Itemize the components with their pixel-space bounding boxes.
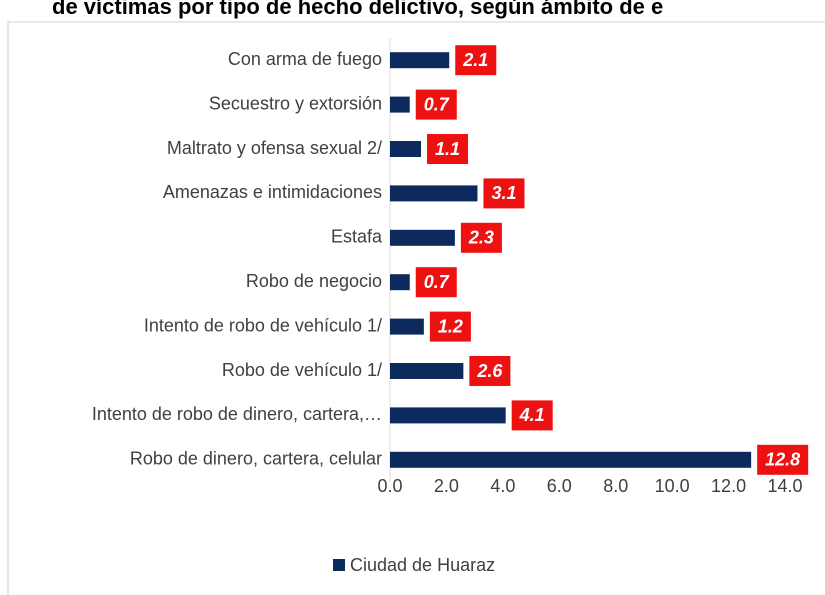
data-label-box [429, 311, 471, 342]
data-label: 1.1 [435, 139, 460, 159]
data-label-box [483, 178, 525, 209]
x-tick-label: 10.0 [655, 476, 690, 496]
data-label: 12.8 [765, 450, 800, 470]
y-tick-label: Secuestro y extorsión [209, 93, 382, 113]
data-label: 0.7 [424, 272, 450, 292]
data-label: 2.6 [476, 361, 503, 381]
y-tick-label: Amenazas e intimidaciones [163, 182, 382, 202]
data-label: 1.2 [438, 316, 463, 336]
y-tick-label: Robo de dinero, cartera, celular [130, 449, 382, 469]
bar [390, 229, 455, 246]
data-label-box [460, 222, 502, 253]
data-label-box [511, 400, 553, 431]
bar [390, 96, 410, 113]
x-tick-label: 12.0 [711, 476, 746, 496]
data-label-box [469, 356, 511, 386]
data-label: 2.3 [468, 228, 494, 248]
y-tick-label: Estafa [331, 227, 383, 247]
chart-border [7, 21, 825, 595]
data-label: 4.1 [519, 405, 545, 425]
x-tick-label: 14.0 [767, 476, 802, 496]
data-label-box [757, 444, 809, 475]
x-tick-label: 6.0 [547, 476, 572, 496]
y-tick-label: Intento de robo de vehículo 1/ [144, 315, 382, 335]
bar [390, 407, 506, 424]
data-label-box [455, 45, 497, 76]
bar [390, 274, 410, 291]
data-label-box [427, 134, 469, 164]
bar [390, 451, 752, 468]
data-label: 0.7 [424, 94, 450, 114]
bar [390, 185, 478, 202]
y-tick-label: Con arma de fuego [228, 49, 382, 69]
y-tick-label: Robo de vehículo 1/ [222, 360, 382, 380]
y-tick-label: Robo de negocio [246, 271, 382, 291]
x-tick-label: 8.0 [603, 476, 628, 496]
data-label-box [415, 89, 457, 120]
data-label-box [415, 267, 457, 298]
data-label: 2.1 [462, 50, 488, 70]
data-label: 3.1 [491, 183, 516, 203]
chart-title: de víctimas por tipo de hecho delictivo,… [52, 0, 663, 19]
y-tick-label: Maltrato y ofensa sexual 2/ [167, 138, 382, 158]
x-tick-label: 0.0 [377, 476, 402, 496]
bar [390, 141, 422, 157]
y-tick-label: Intento de robo de dinero, cartera,… [92, 404, 382, 424]
bar [390, 52, 450, 69]
legend-label: Ciudad de Huaraz [350, 555, 495, 575]
bar [390, 318, 424, 335]
x-tick-label: 4.0 [490, 476, 515, 496]
x-tick-label: 2.0 [434, 476, 459, 496]
legend-swatch [333, 559, 345, 571]
bar [390, 363, 464, 379]
